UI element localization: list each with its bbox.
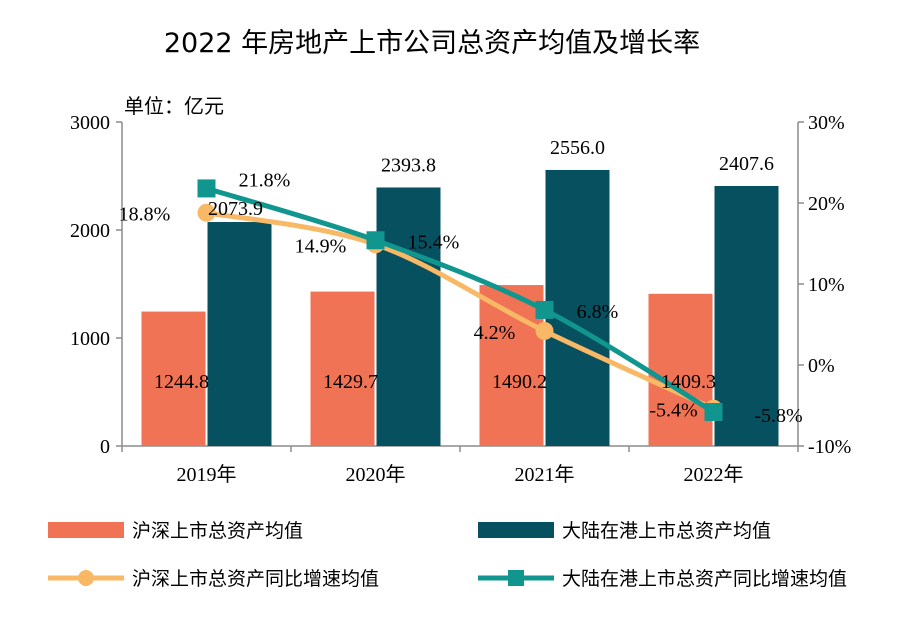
- point-series-3: [535, 300, 554, 319]
- y-left-tick-label: 3000: [70, 112, 110, 134]
- bar-series-1: [545, 169, 610, 446]
- bar-data-label: 1490.2: [492, 371, 547, 393]
- bar-series-0: [310, 291, 375, 446]
- line-data-label: 21.8%: [239, 169, 291, 191]
- y-right-tick-label: 20%: [808, 193, 845, 215]
- y-left-tick-label: 2000: [70, 220, 110, 242]
- bar-series-0: [479, 285, 544, 446]
- line-data-label: 18.8%: [119, 204, 171, 226]
- line-data-label: 4.2%: [474, 322, 516, 344]
- y-right-tick-label: -10%: [808, 436, 851, 458]
- y-left-tick-label: 1000: [70, 328, 110, 350]
- bar-series-1: [714, 185, 779, 447]
- plot-area: 0 1000 2000 3000 -10% 0% 10% 20% 30% 2019年 2020年 20…: [70, 112, 851, 486]
- bar-data-label: 2393.8: [381, 154, 436, 176]
- line-series-2: [204, 210, 716, 412]
- line-data-label: 6.8%: [577, 301, 619, 323]
- chart-title: 2022 年房地产上市公司总资产均值及增长率: [164, 28, 700, 59]
- y-right-tick-label: 30%: [808, 112, 845, 134]
- y-left-tick-label: 0: [100, 436, 110, 458]
- bar-series-1: [376, 187, 441, 446]
- bar-series-0: [648, 293, 713, 446]
- point-series-3: [197, 179, 216, 198]
- bar-data-label: 1429.7: [323, 371, 378, 393]
- legend-swatch-0: [48, 522, 124, 538]
- x-tick-label: 2019年: [177, 463, 237, 486]
- point-series-3: [704, 402, 723, 421]
- point-series-2: [535, 321, 554, 340]
- legend-swatch-1: [478, 522, 554, 538]
- bar-series-1: [207, 222, 272, 446]
- legend-label-2: 沪深上市总资产同比增速均值: [132, 568, 379, 590]
- x-tick-label: 2022年: [684, 463, 744, 486]
- unit-label: 单位：亿元: [124, 94, 224, 118]
- legend-marker-3: [508, 570, 524, 586]
- y-right-tick-label: 10%: [808, 274, 845, 296]
- point-series-3: [366, 231, 385, 250]
- point-series-2: [197, 203, 216, 222]
- line-data-label: -5.8%: [754, 405, 802, 427]
- legend-label-3: 大陆在港上市总资产同比增速均值: [562, 568, 847, 590]
- y-right-tick-label: 0%: [808, 355, 835, 377]
- x-tick-label: 2021年: [515, 463, 575, 486]
- bar-series-0: [141, 311, 206, 446]
- line-data-label: 15.4%: [408, 231, 460, 253]
- bar-data-label: 2556.0: [550, 137, 605, 159]
- legend-label-0: 沪深上市总资产均值: [132, 520, 303, 542]
- bar-data-label: 2407.6: [719, 153, 774, 175]
- bar-data-label: 1244.8: [154, 371, 209, 393]
- line-data-label: -5.4%: [649, 400, 697, 422]
- bar-data-label: 1409.3: [661, 371, 716, 393]
- legend-marker-2: [78, 570, 94, 586]
- x-tick-label: 2020年: [346, 463, 406, 486]
- line-series-3: [204, 185, 716, 415]
- bar-data-label: 2073.9: [208, 198, 263, 220]
- line-data-label: 14.9%: [295, 235, 347, 257]
- legend-label-1: 大陆在港上市总资产均值: [562, 520, 771, 542]
